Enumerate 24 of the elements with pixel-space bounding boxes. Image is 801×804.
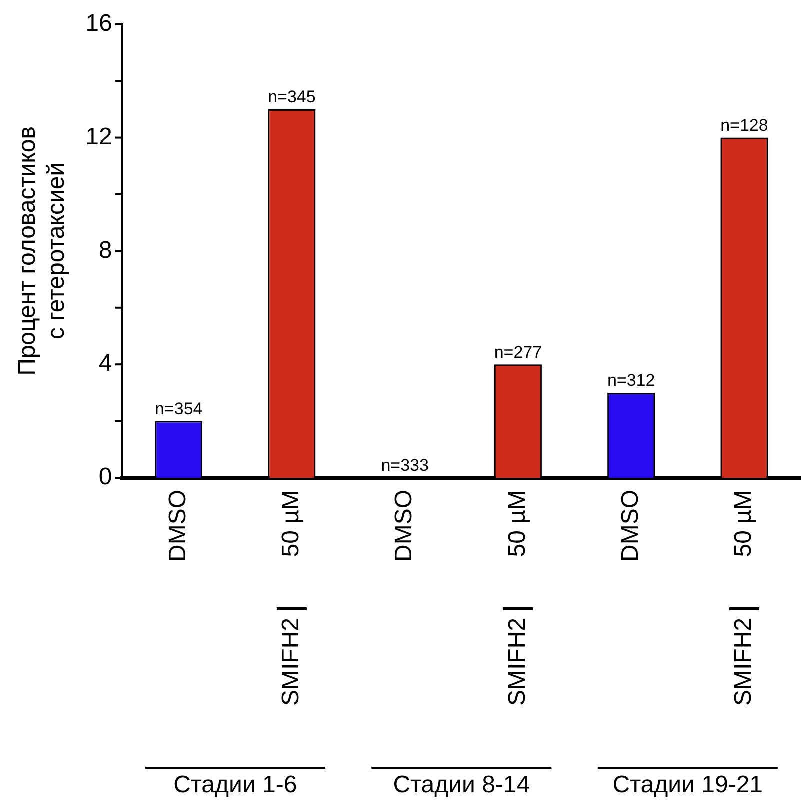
x-tick-label: DMSO <box>390 490 418 562</box>
y-tick-label: 4 <box>98 350 112 378</box>
text: Стадии 8-14 <box>393 772 530 799</box>
y-tick-label: 12 <box>86 123 112 150</box>
x-tick-label: 50 µM <box>278 490 305 558</box>
text: SMIFH2 <box>278 618 305 706</box>
x-tick-label: DMSO <box>164 490 192 562</box>
annotation: n=345 <box>268 88 316 107</box>
annotation: n=354 <box>154 399 203 418</box>
annotation: n=128 <box>720 116 768 135</box>
y-tick-label: 0 <box>98 464 112 491</box>
text: Стадии 19-21 <box>612 772 764 799</box>
x-tick-label: 50 µM <box>730 490 758 558</box>
annotation: n=333 <box>381 456 429 476</box>
annotation: n=277 <box>494 342 542 362</box>
annotation: n=312 <box>607 371 656 390</box>
x-tick-label: 50 µM <box>504 490 531 558</box>
text: SMIFH2 <box>730 618 758 706</box>
y-tick-label: 8 <box>98 236 112 264</box>
text: Стадии 1-6 <box>174 772 298 799</box>
y-axis-title: Процент головастиков с гетеротаксией <box>14 126 70 376</box>
y-tick-label: 16 <box>86 10 112 38</box>
text: SMIFH2 <box>504 618 531 706</box>
x-tick-label: DMSO <box>616 490 644 562</box>
